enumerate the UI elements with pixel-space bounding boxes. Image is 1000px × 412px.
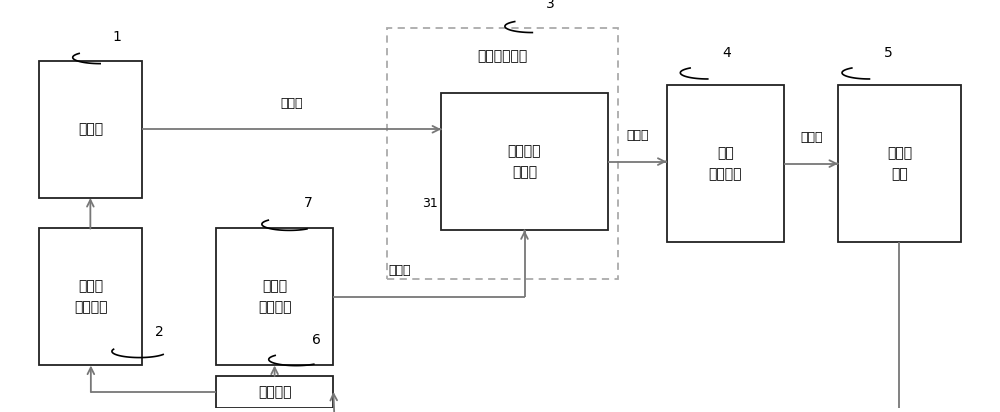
Text: 31: 31 xyxy=(422,197,437,211)
Bar xyxy=(387,28,618,279)
Text: 7: 7 xyxy=(304,196,313,210)
Text: 激光器: 激光器 xyxy=(78,122,103,136)
Text: 接收
端光组件: 接收 端光组件 xyxy=(709,146,742,181)
Bar xyxy=(39,61,142,198)
Text: 1: 1 xyxy=(113,30,122,44)
Bar xyxy=(216,228,333,365)
Bar xyxy=(838,85,961,242)
Text: 激光器
驱动电路: 激光器 驱动电路 xyxy=(74,279,108,315)
Text: 6: 6 xyxy=(312,333,321,347)
Text: 3: 3 xyxy=(546,0,555,12)
Bar xyxy=(441,93,608,230)
Text: 马赫曾德
调制器: 马赫曾德 调制器 xyxy=(508,144,541,180)
Bar xyxy=(216,376,333,408)
Text: 5: 5 xyxy=(884,46,893,60)
Bar xyxy=(39,228,142,365)
Text: 光信号: 光信号 xyxy=(280,96,303,110)
Text: 调制器
驱动电路: 调制器 驱动电路 xyxy=(258,279,291,315)
Text: 2: 2 xyxy=(155,325,164,339)
Text: 发射端光组件: 发射端光组件 xyxy=(477,49,527,63)
Text: 微处理器: 微处理器 xyxy=(258,385,291,399)
Bar xyxy=(667,85,784,242)
Text: 电信号: 电信号 xyxy=(388,264,411,277)
Text: 电信号: 电信号 xyxy=(800,131,822,144)
Text: 光信号: 光信号 xyxy=(626,129,648,142)
Text: 4: 4 xyxy=(722,46,731,60)
Text: 接收机
电路: 接收机 电路 xyxy=(887,146,912,181)
